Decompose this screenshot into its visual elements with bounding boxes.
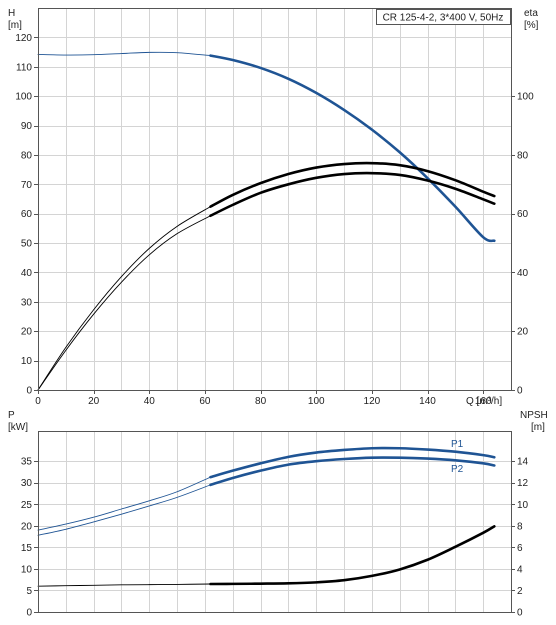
p1-curve-thin <box>37 476 211 531</box>
x-axis-tick-label: 40 <box>144 396 156 407</box>
head-efficiency-grid <box>38 8 511 390</box>
left-axis-tick-label: 50 <box>21 239 33 250</box>
left-axis-tick-label: 35 <box>21 457 33 468</box>
left-axis-tick-label: 10 <box>21 356 33 367</box>
title-box <box>376 9 511 25</box>
left-axis-tick-label: 80 <box>21 150 33 161</box>
npsh-axis-label: NPSH <box>520 410 548 421</box>
eta_upper-curve-thin <box>37 206 211 391</box>
power-npsh-plot-frame <box>38 431 512 613</box>
right-axis-tick-label: 20 <box>517 327 529 338</box>
left-axis-tick-label: 5 <box>26 586 32 597</box>
x-axis-tick-label: 60 <box>199 396 211 407</box>
left-axis-tick-label: 120 <box>15 33 32 44</box>
eta-axis-label: eta <box>524 8 538 19</box>
left-axis-tick-label: 25 <box>21 500 33 511</box>
left-axis-tick-label: 15 <box>21 543 33 554</box>
head-efficiency-plot-frame <box>38 8 512 391</box>
right-axis-tick-label: 6 <box>517 543 523 554</box>
eta_upper-curve <box>209 161 496 208</box>
left-axis-tick-label: 110 <box>16 62 32 73</box>
left-axis-tick-label: 0 <box>26 608 32 619</box>
power-npsh-grid <box>38 431 511 612</box>
x-axis-tick-label: 160 <box>475 396 492 407</box>
right-axis-tick-label: 4 <box>517 564 523 575</box>
eta-axis-unit: [%] <box>524 20 539 31</box>
head-axis-label: H <box>8 8 15 19</box>
left-axis-tick-label: 20 <box>21 327 33 338</box>
power-npsh-curves <box>37 446 496 587</box>
power-axis-label: P <box>8 410 15 421</box>
left-axis-tick-label: 20 <box>21 521 33 532</box>
left-axis-tick-label: 30 <box>21 478 33 489</box>
p2-curve-thin <box>37 484 211 536</box>
power-npsh-ticks: 0 5 10 15 20 25 30 35 0 2 4 6 8 10 12 14 <box>21 457 529 619</box>
h-curve <box>209 54 496 243</box>
x-axis-tick-label: 100 <box>308 396 325 407</box>
head-efficiency-ticks: 0 10 20 30 40 50 60 70 80 90 100 110 120 0 20 40 60 80 100… <box>15 33 534 407</box>
right-axis-tick-label: 100 <box>517 92 534 103</box>
right-axis-tick-label: 8 <box>517 521 523 532</box>
npsh-curve <box>209 525 496 586</box>
head-axis-unit: [m] <box>8 20 22 31</box>
x-axis-tick-label: 120 <box>364 396 381 407</box>
head-efficiency-panel: 0 10 20 30 40 50 60 70 80 90 100 110 120 0 20 40 60 80 100… <box>8 8 539 407</box>
x-axis-tick-label: 0 <box>35 396 41 407</box>
p1-curve <box>209 446 496 479</box>
left-axis-tick-label: 60 <box>21 209 33 220</box>
right-axis-tick-label: 12 <box>517 478 529 489</box>
right-axis-tick-label: 40 <box>517 268 529 279</box>
right-axis-tick-label: 60 <box>517 209 529 220</box>
p1-series-label: P1 <box>451 439 464 450</box>
p2-curve <box>209 456 496 487</box>
eta_lower-curve-thin <box>37 215 211 391</box>
x-axis-tick-label: 80 <box>255 396 267 407</box>
head-efficiency-curves <box>37 51 496 391</box>
left-axis-tick-label: 10 <box>21 564 33 575</box>
left-axis-tick-label: 40 <box>21 268 33 279</box>
npsh-curve-thin <box>37 583 211 587</box>
x-axis-tick-label: 140 <box>419 396 436 407</box>
left-axis-tick-label: 0 <box>26 386 32 397</box>
chart-title: CR 125-4-2, 3*400 V, 50Hz <box>383 13 504 24</box>
eta_lower-curve <box>209 171 496 218</box>
h-curve-thin <box>37 51 211 57</box>
x-axis-tick-label: 20 <box>88 396 100 407</box>
flow-axis-label: Q [m³/h] <box>466 396 502 407</box>
p2-series-label: P2 <box>451 464 464 475</box>
right-axis-tick-label: 0 <box>517 608 523 619</box>
right-axis-tick-label: 2 <box>517 586 523 597</box>
power-npsh-panel: 0 5 10 15 20 25 30 35 0 2 4 6 8 10 12 14 P [kW] NPSH [m… <box>8 410 548 619</box>
left-axis-tick-label: 90 <box>21 121 33 132</box>
left-axis-tick-label: 70 <box>21 180 33 191</box>
right-axis-tick-label: 80 <box>517 150 529 161</box>
left-axis-tick-label: 30 <box>21 297 33 308</box>
left-axis-tick-label: 100 <box>15 92 32 103</box>
right-axis-tick-label: 0 <box>517 386 523 397</box>
right-axis-tick-label: 10 <box>517 500 529 511</box>
right-axis-tick-label: 14 <box>517 457 529 468</box>
npsh-axis-unit: [m] <box>531 422 545 433</box>
power-axis-unit: [kW] <box>8 422 28 433</box>
